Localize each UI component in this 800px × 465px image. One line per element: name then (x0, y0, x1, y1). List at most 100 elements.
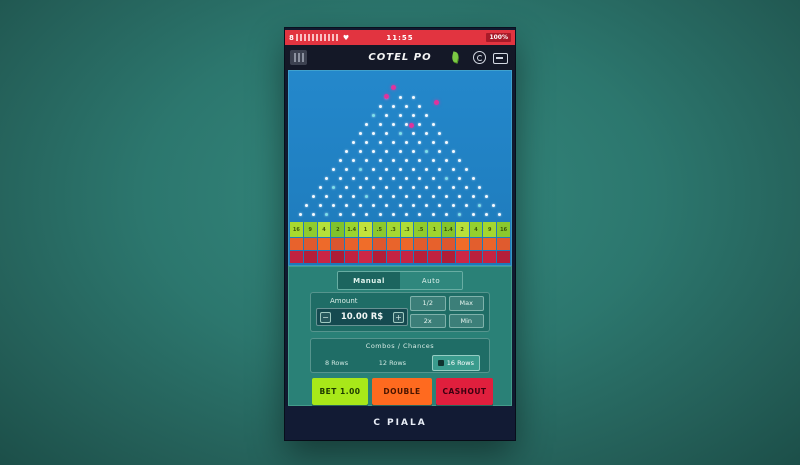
amount-input[interactable]: − 10.00 R$ + (316, 308, 408, 326)
peg (391, 194, 395, 198)
refresh-icon[interactable] (473, 51, 486, 64)
peg (398, 167, 402, 171)
peg (371, 131, 375, 135)
quick-bet-max[interactable]: Max (448, 296, 484, 311)
bucket-multiplier: 9 (303, 222, 317, 237)
rows-option-label: 8 Rows (325, 359, 349, 367)
menu-icon[interactable] (290, 50, 307, 65)
peg (425, 167, 429, 171)
peg (478, 185, 482, 189)
bucket-column: 16 (497, 222, 510, 263)
rows-option-label: 12 Rows (378, 359, 407, 367)
bucket-multiplier: 16 (497, 222, 510, 237)
peg (358, 203, 362, 207)
bottom-bar: C PIALA (285, 406, 515, 440)
quick-bet-2x[interactable]: 2x (410, 313, 446, 328)
peg (445, 194, 449, 198)
peg (318, 185, 322, 189)
status-bar: 8 ♥ 11:55 100% (285, 30, 515, 45)
quick-bet-min[interactable]: Min (448, 313, 484, 328)
peg (451, 167, 455, 171)
peg (385, 131, 389, 135)
bucket-multiplier: 9 (483, 222, 497, 237)
peg (398, 95, 402, 99)
peg (338, 176, 342, 180)
bucket-multiplier: .3 (386, 222, 400, 237)
bucket-column: 4 (317, 222, 331, 263)
peg (358, 167, 362, 171)
bucket-bottom-cell (290, 251, 303, 263)
bucket-mid-cell (400, 238, 414, 250)
peg (425, 149, 429, 153)
peg (411, 203, 415, 207)
peg (332, 185, 335, 189)
peg (312, 212, 316, 216)
rows-panel: Combos / Chances 8 Rows 12 Rows 16 Rows (310, 338, 490, 373)
bucket-mid-cell (303, 238, 317, 250)
bucket-bottom-cell (317, 251, 331, 263)
peg (358, 185, 362, 189)
plus-stepper-icon[interactable]: + (393, 311, 404, 323)
peg (338, 158, 342, 162)
peg (471, 176, 475, 180)
bucket-multiplier: 1 (428, 222, 441, 237)
peg (365, 194, 369, 198)
peg (371, 185, 375, 189)
peg (431, 140, 435, 144)
peg (371, 149, 375, 153)
tab-auto[interactable]: Auto (400, 272, 462, 289)
peg (298, 212, 302, 216)
peg (351, 212, 355, 216)
peg (365, 212, 369, 216)
bucket-column: 1 (359, 222, 372, 263)
peg (445, 212, 449, 216)
bucket-mid-cell (372, 238, 386, 250)
double-button[interactable]: DOUBLE (372, 378, 432, 405)
bucket-multiplier: 1.4 (345, 222, 359, 237)
bucket-multiplier: 4 (317, 222, 331, 237)
bucket-bottom-cell (372, 251, 386, 263)
bucket-multiplier: 2 (455, 222, 469, 237)
rows-option-8[interactable]: 8 Rows (320, 356, 353, 370)
peg (365, 122, 369, 126)
bucket-multiplier: 4 (469, 222, 483, 237)
mode-tabs: Manual Auto (337, 271, 463, 290)
peg (385, 167, 389, 171)
wallet-icon[interactable] (493, 53, 508, 64)
bottom-bar-label: C PIALA (373, 418, 427, 428)
peg (345, 185, 349, 189)
bucket-multiplier: 1.4 (441, 222, 455, 237)
peg (431, 194, 435, 198)
bucket-bottom-cell (455, 251, 469, 263)
peg (332, 203, 335, 207)
bucket-column: .5 (372, 222, 386, 263)
rows-option-16[interactable]: 16 Rows (431, 355, 480, 371)
peg (325, 212, 329, 216)
peg (385, 203, 389, 207)
phone-frame: 8 ♥ 11:55 100% COTEL PO 16 9 4 2 1.4 1.5.3.3.… (285, 28, 515, 440)
minus-stepper-icon[interactable]: − (320, 311, 331, 323)
bucket-bottom-cell (441, 251, 455, 263)
bucket-bottom-cell (483, 251, 497, 263)
peg (378, 158, 382, 162)
rows-option-12[interactable]: 12 Rows (374, 356, 411, 370)
ball (383, 93, 389, 99)
status-left: 8 ♥ (289, 34, 349, 42)
peg (411, 185, 415, 189)
peg (438, 167, 442, 171)
bucket-multiplier: .3 (400, 222, 414, 237)
ball (433, 99, 439, 105)
peg (458, 212, 462, 216)
app-title: COTEL PO (368, 52, 432, 63)
peg (378, 212, 382, 216)
peg (365, 158, 369, 162)
peg (445, 140, 449, 144)
peg (305, 203, 309, 207)
peg (465, 167, 468, 171)
cashout-button[interactable]: CASHOUT (436, 378, 493, 405)
bet-1-00-button[interactable]: BET 1.00 (312, 378, 368, 405)
bucket-column: 9 (303, 222, 317, 263)
quick-bet-1-2[interactable]: 1/2 (410, 296, 446, 311)
peg (411, 131, 415, 135)
tab-manual[interactable]: Manual (338, 272, 400, 289)
